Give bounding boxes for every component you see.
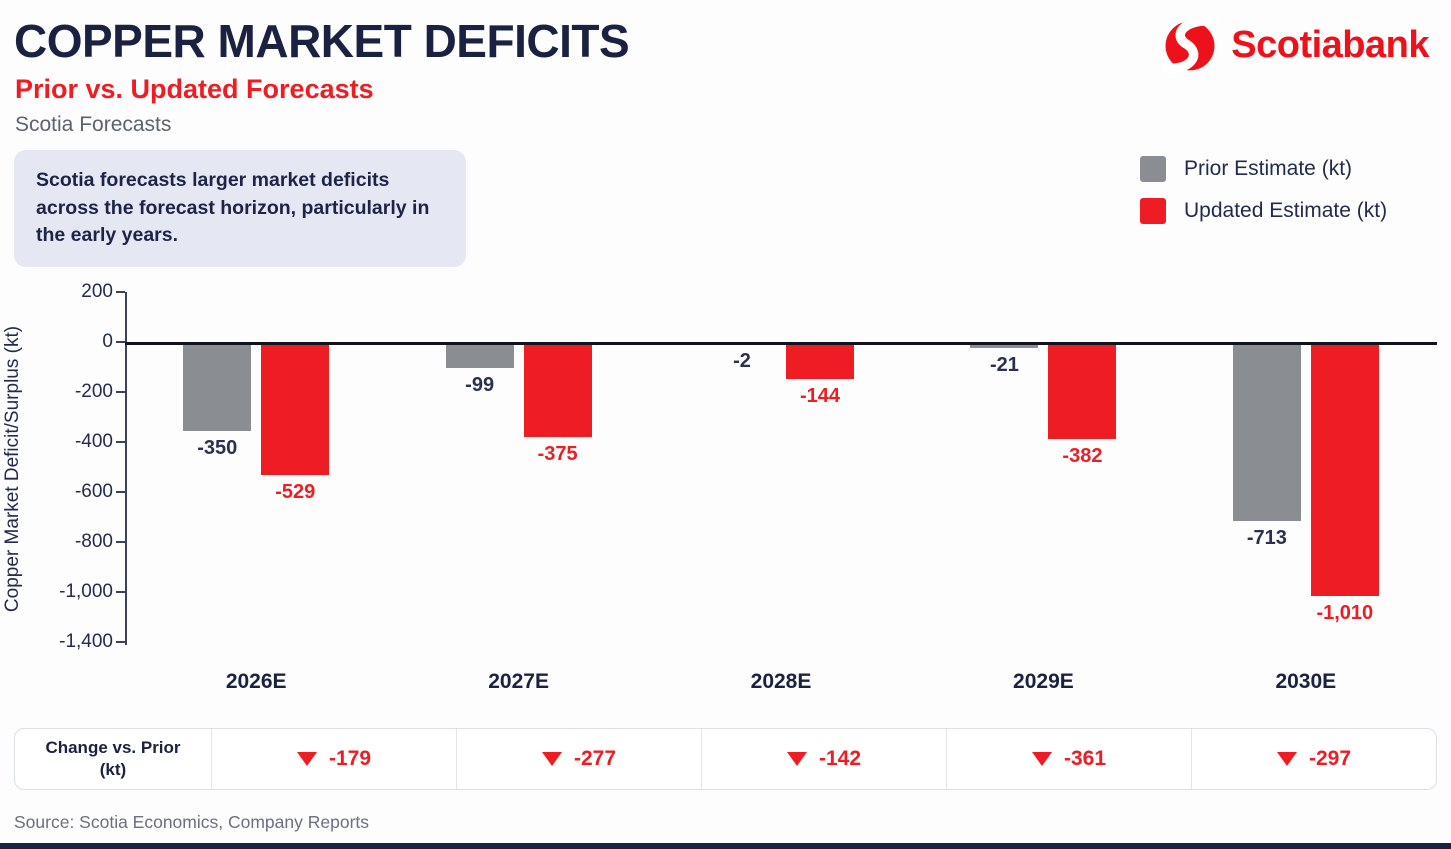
- bar-chart: Copper Market Deficit/Surplus (kt) 200 0-…: [0, 278, 1451, 708]
- change-vs-prior-table: Change vs. Prior (kt) -179 -277 -142 -361 -2…: [14, 728, 1437, 790]
- bar-wrap: -2: [708, 343, 777, 373]
- legend-label: Prior Estimate (kt): [1184, 157, 1353, 180]
- y-tick-label: -400: [74, 431, 113, 452]
- x-axis-label-2026E: 2026E: [225, 670, 287, 693]
- change-row-label: Change vs. Prior (kt): [15, 729, 211, 789]
- change-row-label-line2: (kt): [99, 760, 127, 779]
- bar-wrap: -350: [183, 343, 252, 460]
- change-value: -361: [1063, 747, 1107, 770]
- page-title: COPPER MARKET DEFICITS: [14, 15, 630, 67]
- change-value: -297: [1308, 747, 1352, 770]
- prior-swatch: [1140, 156, 1166, 182]
- y-tick-label: -200: [74, 381, 113, 402]
- bar-wrap: -1,010: [1310, 343, 1379, 625]
- bar-wrap: -144: [786, 343, 855, 408]
- bar-group-2027E: -99 -375: [387, 343, 649, 625]
- bar-updated-2027E: [523, 343, 592, 437]
- x-axis-label-2028E: 2028E: [750, 670, 812, 693]
- source-note: Source: Scotia Economics, Company Report…: [14, 812, 370, 832]
- zero-baseline: [125, 342, 1437, 345]
- bar-value-label: -713: [1246, 527, 1287, 550]
- change-cell-2026E: -179: [211, 729, 456, 789]
- bar-group-2029E: -21 -382: [912, 343, 1174, 625]
- bar-updated-2029E: [1048, 343, 1117, 439]
- bar-group-2030E: -713 -1,010: [1175, 343, 1437, 625]
- y-tick-mark: [116, 391, 125, 393]
- brand-logo: Scotiabank: [1161, 16, 1429, 74]
- scotiabank-s-icon: [1162, 16, 1219, 74]
- bars-area: -350 -529 -99 -375 -2 -144 -21 -382 -713 -1,010: [125, 343, 1437, 625]
- x-axis-labels: 2026E 2027E 2028E 2029E 2030E: [125, 670, 1437, 694]
- bar-prior-2030E: [1232, 343, 1301, 522]
- y-axis-line: [125, 292, 127, 645]
- y-tick-mark: [116, 341, 125, 343]
- x-axis-label-2027E: 2027E: [488, 670, 549, 693]
- y-tick-label: -800: [74, 531, 113, 552]
- bar-wrap: -529: [261, 343, 330, 504]
- down-triangle-icon: [1031, 752, 1052, 766]
- bar-value-label: -144: [800, 385, 841, 407]
- change-value: -277: [573, 747, 617, 770]
- insight-callout: Scotia forecasts larger market deficits …: [14, 150, 466, 268]
- bar-value-label: -382: [1062, 444, 1103, 467]
- change-value: -179: [328, 747, 372, 770]
- bar-updated-2026E: [261, 343, 330, 476]
- y-tick-mark: [116, 441, 125, 443]
- bar-wrap: -99: [445, 343, 514, 397]
- change-cell-2028E: -142: [701, 729, 946, 789]
- y-tick-label: -600: [74, 481, 113, 502]
- y-tick-label: 0: [102, 331, 113, 352]
- y-tick-mark: [116, 641, 125, 643]
- change-value: -142: [818, 747, 862, 770]
- page-subtitle: Prior vs. Updated Forecasts: [15, 74, 374, 104]
- y-tick-mark: [116, 491, 125, 493]
- x-axis-label-2029E: 2029E: [1013, 670, 1074, 693]
- bar-value-label: -375: [537, 442, 578, 465]
- bar-group-2026E: -350 -529: [125, 343, 387, 625]
- bar-prior-2027E: [445, 343, 514, 368]
- change-cell-2030E: -297: [1191, 729, 1436, 789]
- down-triangle-icon: [296, 752, 317, 766]
- bar-value-label: -21: [989, 354, 1019, 377]
- brand-name: Scotiabank: [1231, 23, 1429, 66]
- updated-swatch: [1140, 198, 1166, 224]
- down-triangle-icon: [1276, 752, 1297, 766]
- bar-value-label: -2: [733, 350, 751, 372]
- bar-value-label: -350: [197, 436, 238, 459]
- bar-updated-2030E: [1310, 343, 1379, 596]
- bar-wrap: -713: [1232, 343, 1301, 550]
- forecast-tagline: Scotia Forecasts: [15, 113, 172, 136]
- y-tick-mark: [116, 291, 125, 293]
- bar-value-label: -1,010: [1316, 601, 1374, 624]
- y-tick-mark: [116, 591, 125, 593]
- bar-prior-2026E: [183, 343, 252, 431]
- y-tick-label: -1,000: [59, 581, 113, 602]
- x-axis-label-2030E: 2030E: [1275, 670, 1337, 693]
- down-triangle-icon: [541, 752, 562, 766]
- bar-wrap: -21: [970, 343, 1039, 377]
- chart-legend: Prior Estimate (kt) Updated Estimate (kt…: [1140, 156, 1387, 224]
- bar-wrap: -375: [523, 343, 592, 466]
- bar-updated-2028E: [786, 343, 855, 379]
- change-cell-2027E: -277: [456, 729, 701, 789]
- bar-group-2028E: -2 -144: [650, 343, 912, 625]
- bar-value-label: -99: [465, 373, 495, 396]
- y-tick-label: -1,400: [59, 631, 113, 652]
- y-tick-mark: [116, 541, 125, 543]
- legend-item-prior: Prior Estimate (kt): [1140, 156, 1387, 182]
- down-triangle-icon: [786, 752, 807, 766]
- change-row-label-line1: Change vs. Prior: [45, 737, 181, 757]
- change-cell-2029E: -361: [946, 729, 1191, 789]
- bar-wrap: -382: [1048, 343, 1117, 468]
- bottom-accent-bar: [0, 843, 1451, 849]
- y-tick-label: 200: [81, 281, 113, 302]
- legend-item-updated: Updated Estimate (kt): [1140, 198, 1387, 224]
- bar-value-label: -529: [275, 481, 316, 504]
- legend-label: Updated Estimate (kt): [1184, 199, 1388, 222]
- bar-prior-2029E: [970, 343, 1039, 349]
